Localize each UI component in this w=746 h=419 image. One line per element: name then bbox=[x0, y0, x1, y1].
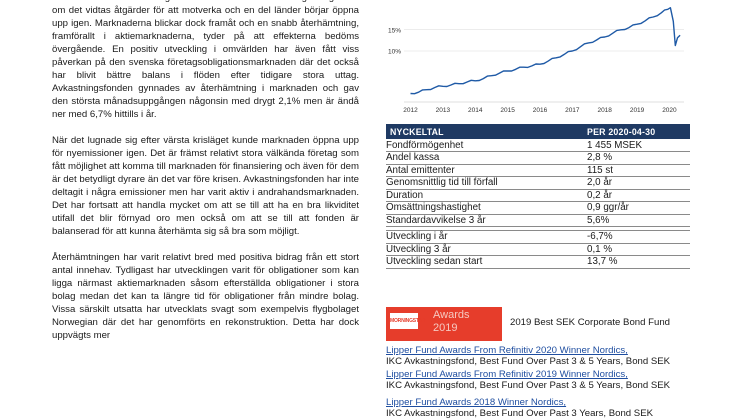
table-row: Antal emittenter 115 st bbox=[386, 164, 690, 177]
x-tick-label: 2013 bbox=[436, 107, 451, 114]
table-header-row: NYCKELTAL PER 2020-04-30 bbox=[386, 124, 690, 139]
morningstar-awards-logo: MORNINGSTAR Awards 2019 bbox=[386, 307, 502, 341]
paragraph: När det lugnade sig efter värsta krisläg… bbox=[52, 135, 359, 237]
table-spacer-cell bbox=[386, 226, 583, 231]
y-tick-label: 10% bbox=[388, 49, 401, 56]
table-cell-value: 0,9 ggr/år bbox=[583, 201, 690, 215]
table-row: Genomsnittlig tid till förfall 2,0 år bbox=[386, 176, 690, 190]
morningstar-award-text: 2019 Best SEK Corporate Bond Fund bbox=[510, 317, 670, 328]
lipper-award-title[interactable]: Lipper Fund Awards From Refinitiv 2019 W… bbox=[386, 369, 628, 380]
table-row: Omsättningshastighet 0,9 ggr/år bbox=[386, 201, 690, 215]
table-cell-value: 13,7 % bbox=[583, 255, 690, 269]
chart-svg: 10% 15% 2012 2013 2014 2015 2016 2017 2018 2019 20… bbox=[388, 6, 684, 114]
table-cell-value: 0,1 % bbox=[583, 243, 690, 256]
lipper-award-detail: IKC Avkastningsfond, Best Fund Over Past… bbox=[386, 408, 654, 419]
x-tick-label: 2017 bbox=[565, 107, 580, 114]
x-tick-label: 2012 bbox=[403, 107, 418, 114]
x-tick-label: 2020 bbox=[662, 107, 677, 114]
table-cell-label: Utveckling i år bbox=[386, 230, 583, 244]
table-cell-label: Omsättningshastighet bbox=[386, 201, 583, 215]
table-row: Utveckling 3 år 0,1 % bbox=[386, 243, 690, 256]
table-row: Fondförmögenhet 1 455 MSEK bbox=[386, 139, 690, 152]
table-cell-label: Genomsnittlig tid till förfall bbox=[386, 176, 583, 190]
performance-chart: 10% 15% 2012 2013 2014 2015 2016 2017 2018 2019 20… bbox=[384, 0, 690, 120]
series-line bbox=[410, 6, 681, 95]
table-cell-value: 5,6% bbox=[583, 214, 690, 227]
paragraph: Återhämtningen har varit relativt bred m… bbox=[52, 252, 359, 341]
paragraph: den ekonomiska utvecklingen runt om i vä… bbox=[52, 0, 359, 120]
lipper-award-2020: Lipper Fund Awards From Refinitiv 2020 W… bbox=[386, 345, 706, 367]
table-cell-label: Standardavvikelse 3 år bbox=[386, 214, 583, 227]
x-tick-label: 2016 bbox=[533, 107, 548, 114]
table-header-cell: NYCKELTAL bbox=[386, 124, 583, 139]
table-header-cell: PER 2020-04-30 bbox=[583, 124, 690, 139]
morningstar-logo-mark: MORNINGSTAR bbox=[390, 313, 425, 329]
table-cell-value: 2,8 % bbox=[583, 151, 690, 165]
lipper-award-title[interactable]: Lipper Fund Awards From Refinitiv 2020 W… bbox=[386, 345, 628, 356]
table-cell-value: 2,0 år bbox=[583, 176, 690, 190]
key-figures-table: NYCKELTAL PER 2020-04-30 Fondförmögenhet… bbox=[386, 124, 690, 269]
morningstar-award: MORNINGSTAR Awards 2019 2019 Best SEK Co… bbox=[386, 304, 690, 342]
table-spacer-row bbox=[386, 226, 690, 231]
lipper-award-title[interactable]: Lipper Fund Awards 2018 Winner Nordics, bbox=[386, 397, 567, 408]
awards-logo-year: 2019 bbox=[433, 322, 458, 334]
table-cell-value: -6,7% bbox=[583, 230, 690, 244]
awards-logo-word: Awards bbox=[433, 309, 470, 321]
table-cell-label: Utveckling sedan start bbox=[386, 255, 583, 269]
table-row: Standardavvikelse 3 år 5,6% bbox=[386, 214, 690, 227]
article-text: den ekonomiska utvecklingen runt om i vä… bbox=[52, 0, 359, 355]
x-tick-label: 2018 bbox=[597, 107, 612, 114]
x-tick-label: 2015 bbox=[500, 107, 515, 114]
table-row: Utveckling i år -6,7% bbox=[386, 230, 690, 244]
table-cell-label: Utveckling 3 år bbox=[386, 243, 583, 256]
lipper-award-detail: IKC Avkastningsfond, Best Fund Over Past… bbox=[386, 380, 671, 391]
table-cell-label: Fondförmögenhet bbox=[386, 139, 583, 152]
table-cell-label: Antal emittenter bbox=[386, 164, 583, 177]
y-tick-label: 15% bbox=[388, 27, 401, 34]
x-tick-label: 2014 bbox=[468, 107, 483, 114]
table-row: Duration 0,2 år bbox=[386, 189, 690, 202]
table-cell-label: Andel kassa bbox=[386, 151, 583, 165]
lipper-award-detail: IKC Avkastningsfond, Best Fund Over Past… bbox=[386, 356, 671, 367]
table-row: Utveckling sedan start 13,7 % bbox=[386, 255, 690, 269]
table-row: Andel kassa 2,8 % bbox=[386, 151, 690, 165]
x-tick-label: 2019 bbox=[630, 107, 645, 114]
lipper-award-2018: Lipper Fund Awards 2018 Winner Nordics, … bbox=[386, 397, 706, 419]
table-cell-value: 0,2 år bbox=[583, 189, 690, 202]
table-cell-label: Duration bbox=[386, 189, 583, 202]
lipper-award-2019: Lipper Fund Awards From Refinitiv 2019 W… bbox=[386, 369, 706, 391]
table-cell-value: 1 455 MSEK bbox=[583, 139, 690, 152]
table-cell-value: 115 st bbox=[583, 164, 690, 177]
table-spacer-cell bbox=[583, 226, 690, 231]
